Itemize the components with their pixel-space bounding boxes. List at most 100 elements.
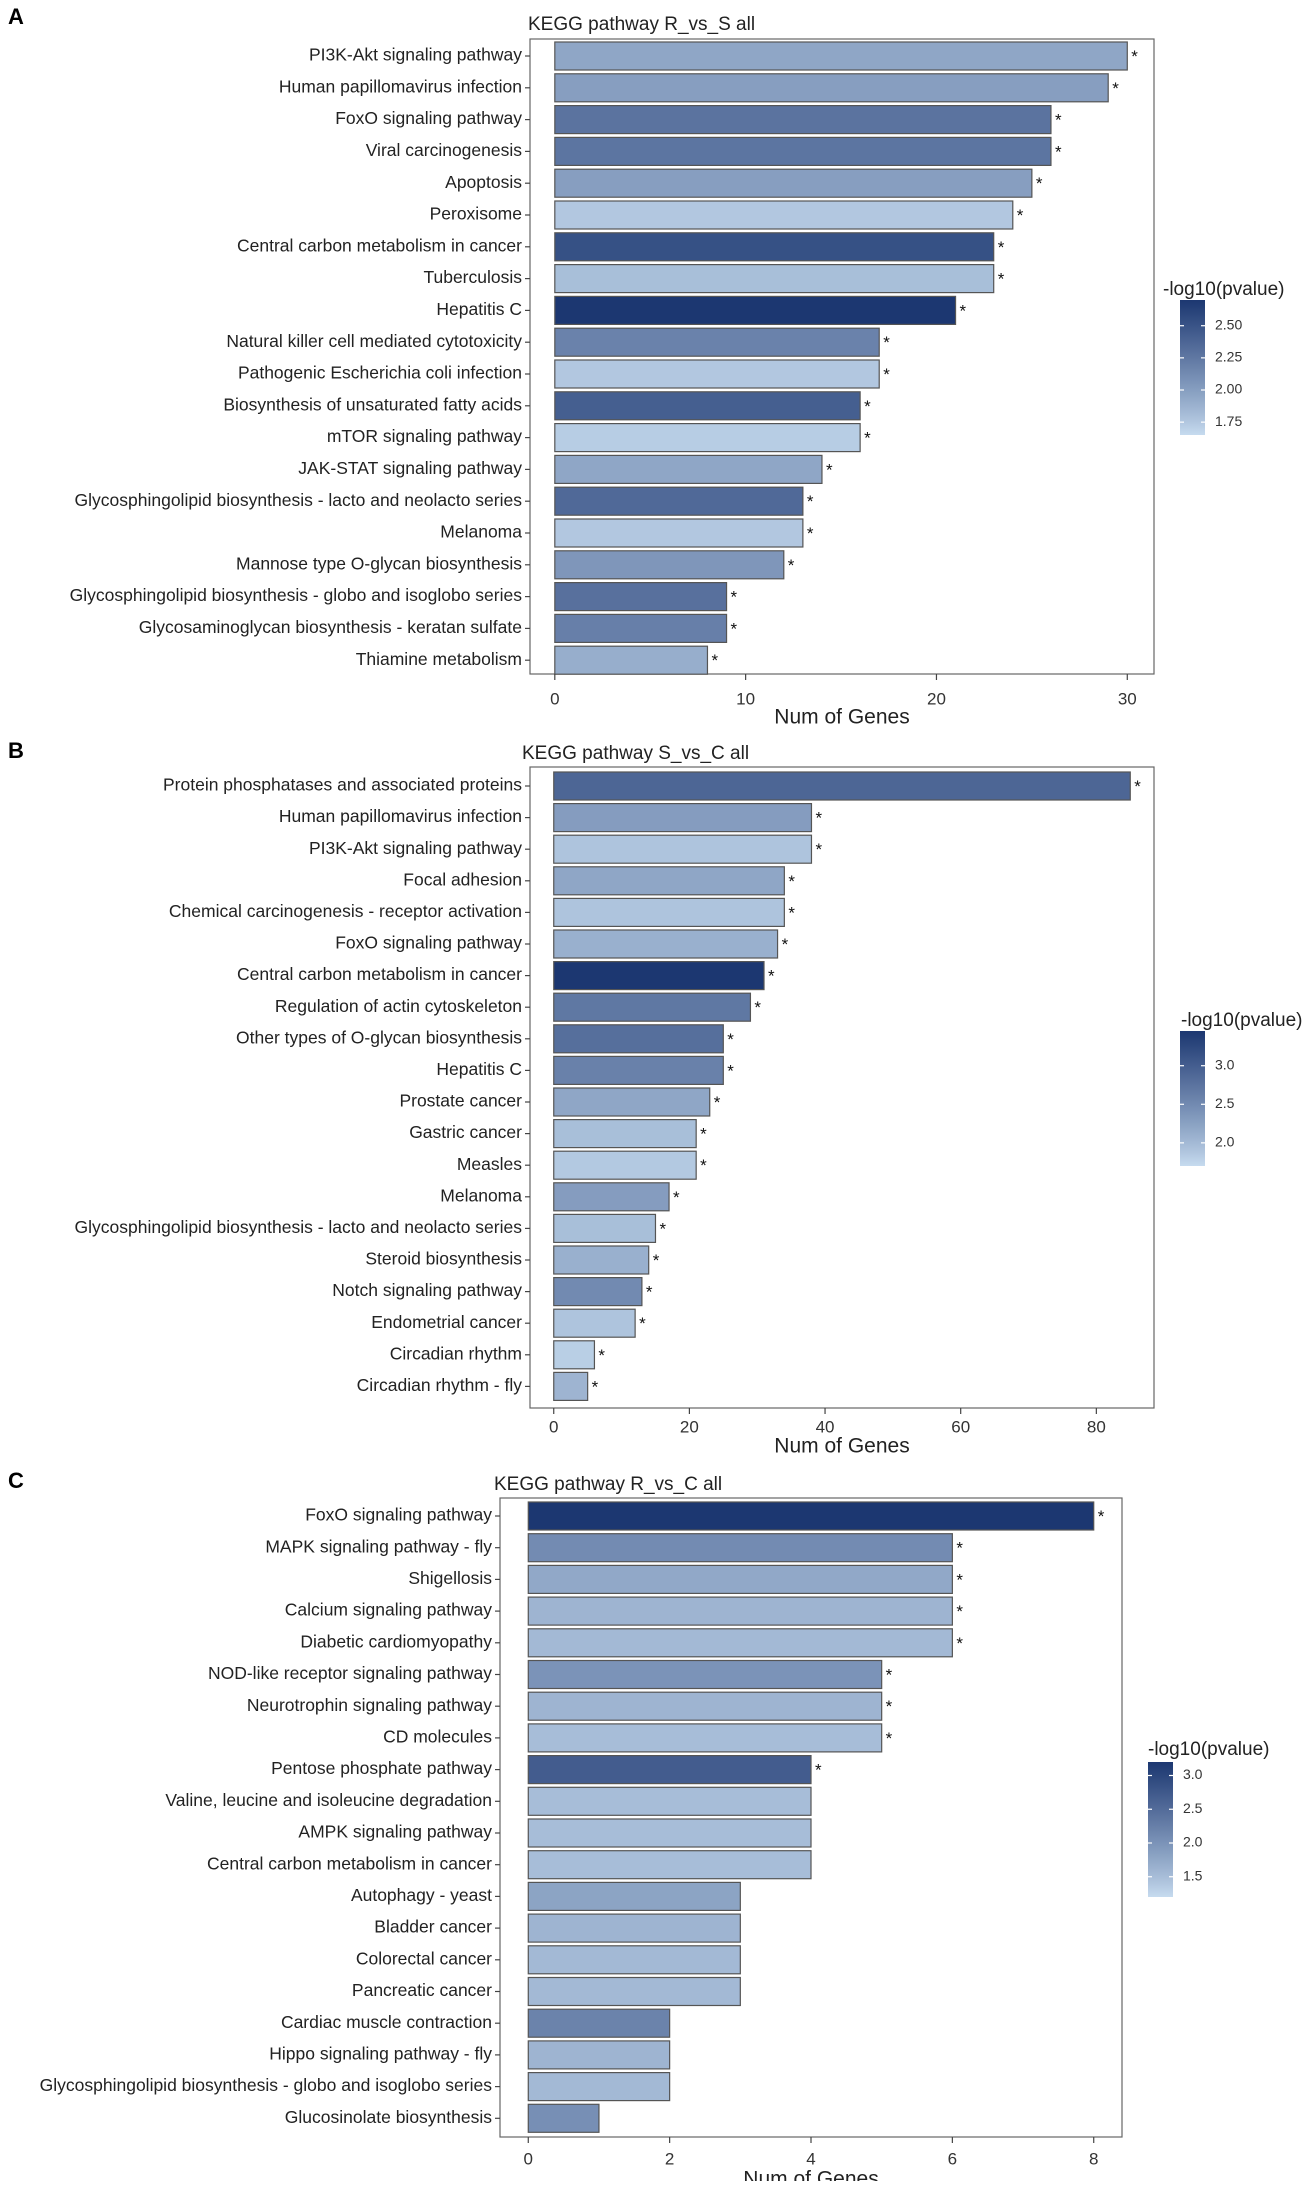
- bar: [553, 771, 1131, 801]
- legend-tick-label: 2.5: [1215, 1095, 1235, 1111]
- bar: [553, 1340, 596, 1370]
- category-label: Glycosphingolipid biosynthesis - lacto a…: [75, 1217, 523, 1237]
- category-label: MAPK signaling pathway - fly: [265, 1536, 492, 1556]
- x-tick-label: 8: [1089, 2149, 1098, 2168]
- category-label: Central carbon metabolism in cancer: [237, 235, 522, 255]
- significance-star: *: [673, 1188, 680, 1207]
- significance-star: *: [886, 1666, 893, 1685]
- category-label: Chemical carcinogenesis - receptor activ…: [169, 901, 522, 921]
- significance-star: *: [1098, 1507, 1105, 1526]
- category-label: Melanoma: [440, 1185, 522, 1205]
- category-label: Regulation of actin cytoskeleton: [275, 996, 522, 1016]
- bar: [527, 1850, 812, 1880]
- bar: [553, 960, 765, 991]
- bar: [527, 2072, 671, 2102]
- legend-tick-label: 3.0: [1183, 1766, 1203, 1782]
- bar: [527, 1564, 953, 1595]
- bar: [554, 232, 995, 262]
- x-tick-label: 4: [806, 2149, 815, 2168]
- significance-star: *: [754, 998, 761, 1017]
- panel-label: B: [8, 738, 24, 763]
- x-tick-label: 0: [550, 689, 559, 708]
- legend-tick-label: 2.0: [1183, 1834, 1203, 1850]
- legend-tick-label: 2.5: [1183, 1800, 1203, 1816]
- category-label: Natural killer cell mediated cytotoxicit…: [226, 331, 522, 351]
- bar: [553, 1055, 724, 1086]
- x-tick-label: 0: [524, 2149, 533, 2168]
- category-label: NOD-like receptor signaling pathway: [208, 1663, 492, 1683]
- legend-colorbar: [1180, 1031, 1205, 1166]
- significance-star: *: [782, 935, 789, 954]
- significance-star: *: [883, 365, 890, 384]
- category-label: Prostate cancer: [399, 1091, 522, 1111]
- significance-star: *: [1134, 777, 1141, 796]
- legend-tick-label: 2.0: [1215, 1134, 1235, 1150]
- significance-star: *: [646, 1283, 653, 1302]
- legend-title: -log10(pvalue): [1163, 279, 1284, 300]
- category-label: Endometrial cancer: [371, 1312, 522, 1332]
- category-label: PI3K-Akt signaling pathway: [309, 45, 522, 65]
- significance-star: *: [960, 301, 967, 320]
- significance-star: *: [1055, 111, 1062, 130]
- bar: [554, 200, 1014, 230]
- bar: [553, 1024, 724, 1054]
- legend-tick-label: 1.5: [1183, 1867, 1203, 1883]
- panel-label: C: [8, 1468, 24, 1493]
- category-label: Peroxisome: [430, 204, 522, 224]
- bar: [554, 423, 861, 453]
- legend-tick-label: 1.75: [1215, 413, 1242, 429]
- significance-star: *: [1112, 79, 1119, 98]
- legend-tick-label: 3.0: [1215, 1056, 1235, 1072]
- panel-label: A: [8, 4, 24, 29]
- bar: [527, 1976, 741, 2007]
- x-axis-label: Num of Genes: [774, 1435, 909, 1458]
- bar: [554, 486, 804, 516]
- significance-star: *: [815, 840, 822, 859]
- legend: -log10(pvalue) 2.50 2.25 2.00 1.75: [1163, 279, 1284, 435]
- significance-star: *: [883, 333, 890, 352]
- category-label: Neurotrophin signaling pathway: [247, 1695, 492, 1715]
- category-label: Focal adhesion: [403, 869, 522, 889]
- bar: [554, 391, 861, 421]
- significance-star: *: [727, 1061, 734, 1080]
- category-label: Hippo signaling pathway - fly: [269, 2044, 492, 2064]
- bar: [553, 1182, 670, 1212]
- legend-tick-label: 2.00: [1215, 381, 1242, 397]
- legend-colorbar: [1180, 300, 1205, 435]
- bar: [554, 104, 1052, 135]
- significance-star: *: [956, 1539, 963, 1558]
- bar: [554, 136, 1052, 166]
- bar: [553, 866, 785, 896]
- chart-title: KEGG pathway R_vs_S all: [528, 14, 755, 35]
- bar: [553, 1308, 636, 1338]
- bar: [527, 1913, 741, 1943]
- x-tick-label: 20: [927, 689, 946, 708]
- significance-star: *: [864, 397, 871, 416]
- significance-star: *: [700, 1125, 707, 1144]
- x-tick-label: 6: [948, 2149, 957, 2168]
- category-label: Glucosinolate biosynthesis: [285, 2107, 492, 2127]
- significance-star: *: [1131, 47, 1138, 66]
- significance-star: *: [598, 1346, 605, 1365]
- legend-title: -log10(pvalue): [1148, 1739, 1269, 1760]
- significance-star: *: [826, 460, 833, 479]
- category-label: Hepatitis C: [436, 299, 522, 319]
- category-label: Bladder cancer: [374, 1917, 492, 1937]
- bar: [553, 1087, 711, 1117]
- category-label: Autophagy - yeast: [351, 1885, 492, 1905]
- bar: [553, 1276, 643, 1307]
- category-label: Colorectal cancer: [356, 1948, 492, 1968]
- significance-star: *: [711, 651, 718, 670]
- significance-star: *: [592, 1377, 599, 1396]
- significance-star: *: [998, 270, 1005, 289]
- bar: [527, 1691, 883, 1721]
- category-label: Measles: [457, 1154, 522, 1174]
- chart-title: KEGG pathway R_vs_C all: [494, 1474, 722, 1495]
- category-label: AMPK signaling pathway: [298, 1822, 492, 1842]
- bar: [527, 1628, 953, 1658]
- bar: [554, 327, 880, 357]
- significance-star: *: [788, 556, 795, 575]
- bar: [554, 581, 728, 612]
